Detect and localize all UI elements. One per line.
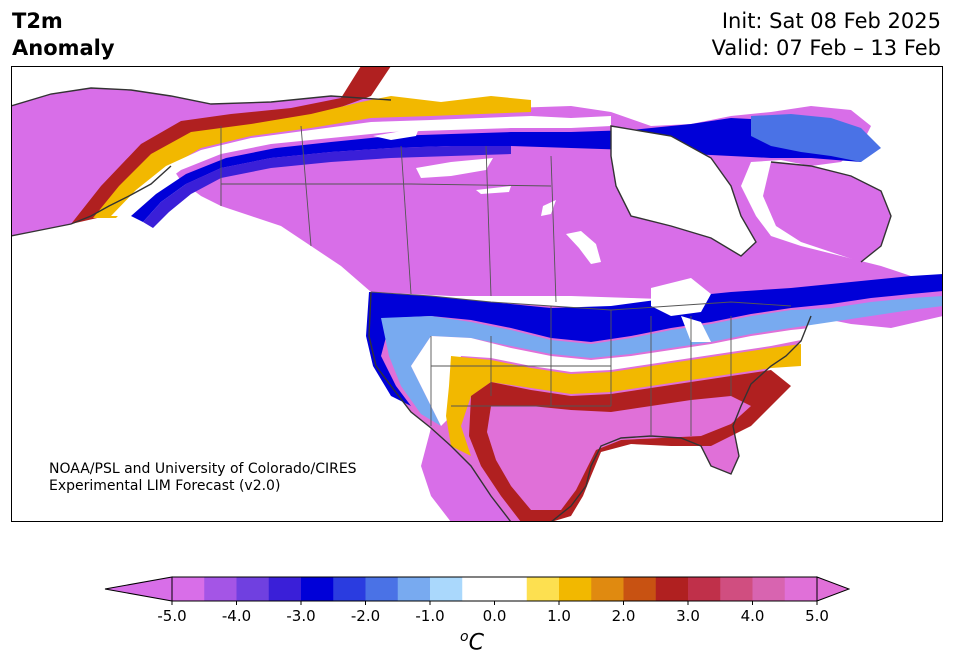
colorbar-segment [430, 577, 463, 601]
colorbar-segment [623, 577, 657, 601]
data-credit: NOAA/PSL and University of Colorado/CIRE… [49, 461, 357, 495]
colorbar-segment [526, 577, 560, 601]
colorbar-tick-label: 1.0 [547, 607, 571, 625]
colorbar-segment [172, 577, 205, 601]
units-degree: o [460, 629, 469, 645]
credit-line-2: Experimental LIM Forecast (v2.0) [49, 478, 281, 494]
forecast-dates: Init: Sat 08 Feb 2025 Valid: 07 Feb – 13… [712, 8, 941, 62]
title-line-2: Anomaly [12, 36, 115, 60]
colorbar-segment [268, 577, 302, 601]
colorbar-segment [333, 577, 366, 601]
colorbar-segment [204, 577, 237, 601]
colorbar-tick-label: -1.0 [415, 607, 444, 625]
colorbar-units: oC [460, 629, 484, 655]
colorbar-over-arrow [816, 576, 851, 602]
colorbar-segment [591, 577, 624, 601]
colorbar-tick-label: -2.0 [351, 607, 380, 625]
us-cold-band [366, 274, 943, 426]
arctic-warm-band [71, 66, 611, 224]
colorbar: -5.0 -4.0 -3.0 -2.0 -1.0 0.0 1.0 2.0 3.0 4.0 5.0 [104, 576, 851, 630]
colorbar-tick-label: -3.0 [286, 607, 315, 625]
colorbar-tick-label: 0.0 [483, 607, 507, 625]
colorbar-under-arrow [104, 576, 173, 602]
credit-line-1: NOAA/PSL and University of Colorado/CIRE… [49, 461, 357, 477]
map-title: T2m Anomaly [12, 8, 115, 62]
valid-date: Valid: 07 Feb – 13 Feb [711, 36, 941, 60]
colorbar-tick-label: 5.0 [805, 607, 829, 625]
map-canvas [11, 66, 943, 522]
colorbar-segment [559, 577, 592, 601]
colorbar-segment [720, 577, 753, 601]
colorbar-segment [752, 577, 786, 601]
anomaly-map [11, 66, 943, 522]
units-label: C [468, 630, 484, 656]
colorbar-segment [301, 577, 334, 601]
colorbar-tick-label: 3.0 [676, 607, 700, 625]
colorbar-segment [462, 577, 495, 601]
colorbar-graphic: -5.0 -4.0 -3.0 -2.0 -1.0 0.0 1.0 2.0 3.0 4.0 5.0 [104, 576, 851, 625]
colorbar-segment [688, 577, 721, 601]
coastlines [11, 87, 892, 522]
init-date: Init: Sat 08 Feb 2025 [721, 9, 941, 33]
us-warm-band [446, 344, 801, 522]
colorbar-tick-label: -4.0 [222, 607, 251, 625]
title-line-1: T2m [12, 9, 63, 33]
colorbar-segment [784, 577, 818, 601]
colorbar-segment [397, 577, 431, 601]
colorbar-tick-label: 4.0 [741, 607, 765, 625]
political-borders [220, 125, 792, 436]
colorbar-tick-label: -5.0 [157, 607, 186, 625]
colorbar-tick-label: 2.0 [612, 607, 636, 625]
colorbar-segment [365, 577, 399, 601]
colorbar-segment [655, 577, 689, 601]
colorbar-segment [236, 577, 270, 601]
colorbar-segment [494, 577, 528, 601]
